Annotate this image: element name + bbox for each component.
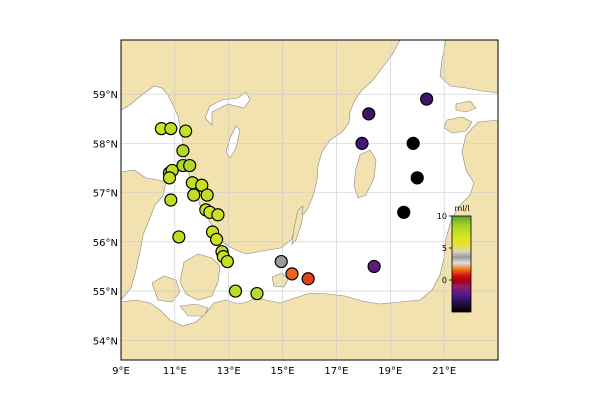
station-markers: [154, 92, 434, 301]
map-frame: [120, 39, 499, 361]
station-marker: [164, 122, 178, 136]
longitude-tick-label: 11°E: [163, 366, 187, 377]
colorbar-tick-label: 5: [442, 244, 447, 253]
longitude-axis: 9°E 11°E 13°E 15°E 17°E 19°E 21°E: [112, 366, 456, 377]
land-oland: [291, 205, 304, 245]
land-lolland: [179, 303, 209, 317]
longitude-tick-label: 17°E: [324, 366, 348, 377]
station-marker: [162, 171, 177, 185]
land-baltic-south: [121, 119, 498, 360]
station-marker: [183, 158, 197, 173]
station-marker: [406, 136, 420, 150]
land-finland: [439, 40, 498, 94]
station-marker: [176, 144, 190, 158]
station-marker: [420, 92, 434, 106]
longitude-tick-label: 21°E: [432, 366, 456, 377]
station-marker: [209, 232, 224, 246]
latitude-axis: 54°N 55°N 56°N 57°N 58°N 59°N: [93, 90, 118, 347]
station-marker: [179, 124, 193, 138]
longitude-tick-label: 15°E: [271, 366, 295, 377]
station-marker: [285, 267, 299, 281]
station-marker: [211, 208, 225, 222]
station-marker: [355, 136, 369, 150]
colorbar-ticks: 10 5 0: [437, 212, 452, 285]
longitude-tick-label: 19°E: [378, 366, 402, 377]
land-zealand: [179, 253, 221, 301]
latitude-tick-label: 55°N: [93, 287, 118, 298]
longitude-tick-label: 13°E: [217, 366, 241, 377]
land-jutland: [121, 169, 167, 301]
station-marker: [195, 178, 209, 192]
station-marker: [164, 193, 178, 207]
station-marker: [367, 259, 381, 274]
station-marker: [250, 286, 264, 301]
colorbar-gradient: [451, 215, 472, 313]
latitude-tick-label: 57°N: [93, 189, 118, 200]
station-marker: [362, 107, 376, 121]
longitude-tick-label: 9°E: [112, 366, 130, 377]
land-hiiumaa: [455, 100, 477, 113]
land-bornholm: [271, 272, 289, 288]
station-marker: [200, 188, 214, 202]
latitude-tick-label: 58°N: [93, 139, 118, 150]
latitude-tick-label: 59°N: [93, 90, 118, 101]
land-gotland: [353, 149, 377, 199]
station-marker: [410, 171, 424, 185]
station-marker: [220, 254, 234, 269]
land-scandinavia: [121, 40, 401, 255]
colorbar-tick-label: 10: [437, 212, 447, 221]
colorbar-tick-label: 0: [442, 276, 447, 285]
graticule: [121, 40, 498, 360]
lake-vanern: [204, 91, 251, 126]
latitude-tick-label: 54°N: [93, 336, 118, 347]
station-marker: [301, 272, 315, 286]
colorbar-unit: ml/l: [455, 204, 470, 213]
station-marker: [172, 230, 186, 244]
station-marker: [187, 188, 201, 202]
land-funen: [151, 275, 181, 303]
station-marker: [228, 284, 243, 298]
station-marker: [274, 254, 288, 269]
lake-vattern: [225, 125, 241, 159]
colorbar: ml/l 10 5 0: [437, 204, 472, 313]
latitude-tick-label: 56°N: [93, 238, 118, 249]
station-marker: [397, 205, 411, 219]
